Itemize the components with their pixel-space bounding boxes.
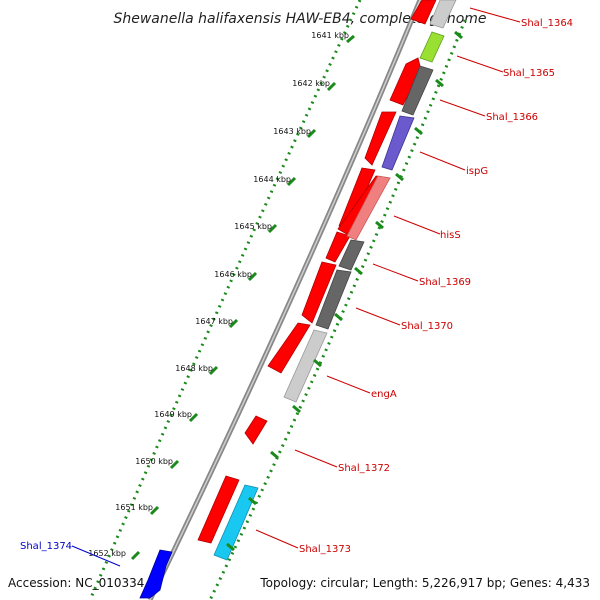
gene-cog-block — [419, 31, 445, 63]
scale-tick — [326, 81, 337, 92]
scale-tick — [169, 459, 180, 470]
scale-tick — [149, 505, 160, 516]
leader-line — [294, 449, 338, 468]
cog-blocks — [213, 0, 457, 561]
gene-cog-block — [381, 115, 415, 171]
gene-arrow — [364, 111, 397, 166]
gene-arrow — [325, 231, 351, 263]
gene-label-reverse: Shal_1374 — [20, 541, 72, 552]
genome-summary: Topology: circular; Length: 5,226,917 bp… — [259, 576, 590, 590]
scale-label: 1645 kbp — [234, 222, 272, 231]
gene-label: Shal_1365 — [503, 68, 555, 79]
genome-backbone-highlight — [149, 0, 421, 600]
scale-tick — [286, 176, 297, 187]
inner-tick — [354, 266, 363, 276]
leader-line-reverse — [71, 545, 121, 567]
scale-ticks — [130, 34, 355, 561]
gene-arrow — [197, 475, 240, 544]
gene-arrow — [244, 415, 268, 445]
genome-title: Shewanella halifaxensis HAW-EB4, complet… — [113, 11, 486, 27]
inner-dotted-line — [208, 19, 467, 600]
scale-tick — [306, 128, 317, 139]
scale-tick — [346, 34, 355, 44]
scale-tick — [267, 223, 278, 234]
gene-arrow-reverse — [139, 549, 173, 599]
gene-arrow — [301, 261, 337, 324]
gene-label: Shal_1370 — [401, 321, 453, 332]
scale-label: 1646 kbp — [214, 270, 252, 279]
scale-tick — [208, 365, 219, 376]
gene-label: hisS — [440, 230, 461, 241]
gene-cog-block — [346, 175, 391, 241]
scale-label: 1648 kbp — [175, 364, 213, 373]
scale-label: 1651 kbp — [115, 503, 153, 512]
scale-labels: 1641 kbp 1642 kbp 1643 kbp 1644 kbp 1645… — [88, 31, 349, 558]
gene-arrow — [267, 322, 311, 374]
inner-tick — [226, 542, 235, 552]
inner-tick — [292, 404, 301, 414]
scale-label: 1642 kbp — [292, 79, 330, 88]
leader-line — [456, 55, 504, 73]
scale-dotted-line — [88, 0, 362, 600]
scale-label: 1652 kbp — [88, 549, 126, 558]
leader-line — [372, 263, 419, 282]
leader-line — [419, 151, 466, 171]
label-leaders — [255, 7, 521, 549]
leader-line — [326, 375, 371, 394]
inner-tick — [313, 358, 322, 368]
gene-label: engA — [371, 389, 397, 400]
gene-arrow — [410, 0, 437, 25]
gene-labels: Shal_1364 Shal_1365 Shal_1366 ispG hisS … — [20, 18, 573, 555]
leader-line — [469, 7, 521, 23]
inner-tick — [334, 312, 343, 322]
scale-label: 1644 kbp — [253, 175, 291, 184]
leader-line — [393, 215, 441, 235]
gene-label: ispG — [466, 166, 488, 177]
inner-ticks — [226, 30, 463, 552]
inner-tick — [270, 450, 279, 460]
inner-tick — [395, 172, 404, 182]
scale-tick — [228, 318, 239, 329]
gene-label: Shal_1373 — [299, 544, 351, 555]
gene-label: Shal_1369 — [419, 277, 471, 288]
scale-tick — [188, 412, 199, 423]
gene-cog-block — [283, 329, 328, 403]
scale-label: 1643 kbp — [273, 127, 311, 136]
scale-label: 1641 kbp — [311, 31, 349, 40]
leader-line — [355, 307, 401, 326]
scale-label: 1649 kbp — [154, 410, 192, 419]
scale-label: 1650 kbp — [135, 457, 173, 466]
inner-tick — [435, 78, 444, 88]
inner-tick — [414, 126, 423, 136]
inner-tick — [248, 496, 257, 506]
genome-backbone — [147, 0, 423, 600]
inner-tick — [375, 220, 384, 230]
gene-label: Shal_1366 — [486, 112, 538, 123]
leader-line — [439, 99, 486, 117]
accession-text: Accession: NC_010334 — [8, 576, 144, 590]
gene-label: Shal_1372 — [338, 463, 390, 474]
scale-label: 1647 kbp — [195, 317, 233, 326]
gene-label: Shal_1364 — [521, 18, 573, 29]
scale-tick — [247, 271, 258, 282]
scale-tick — [130, 550, 141, 561]
inner-tick — [454, 30, 463, 40]
gene-cog-block — [429, 0, 457, 29]
gene-cog-block — [401, 65, 434, 116]
leader-line — [255, 529, 299, 549]
gene-cog-block — [213, 484, 259, 561]
gene-cog-block — [338, 239, 365, 271]
gene-cog-block — [315, 269, 352, 330]
